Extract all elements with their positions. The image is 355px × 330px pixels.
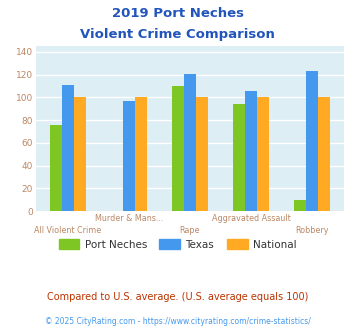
Bar [233,104,245,211]
Text: Compared to U.S. average. (U.S. average equals 100): Compared to U.S. average. (U.S. average … [47,292,308,302]
Bar [318,97,330,211]
Bar [196,97,208,211]
Bar [135,97,147,211]
Bar [294,200,306,211]
Bar [306,71,318,211]
Bar [245,90,257,211]
Bar [257,97,269,211]
Bar [184,74,196,211]
Text: © 2025 CityRating.com - https://www.cityrating.com/crime-statistics/: © 2025 CityRating.com - https://www.city… [45,317,310,326]
Bar [74,97,86,211]
Bar [62,85,74,211]
Text: Violent Crime Comparison: Violent Crime Comparison [80,28,275,41]
Bar [123,101,135,211]
Text: 2019 Port Neches: 2019 Port Neches [111,7,244,19]
Bar [171,86,184,211]
Bar [50,125,62,211]
Legend: Port Neches, Texas, National: Port Neches, Texas, National [54,235,301,254]
